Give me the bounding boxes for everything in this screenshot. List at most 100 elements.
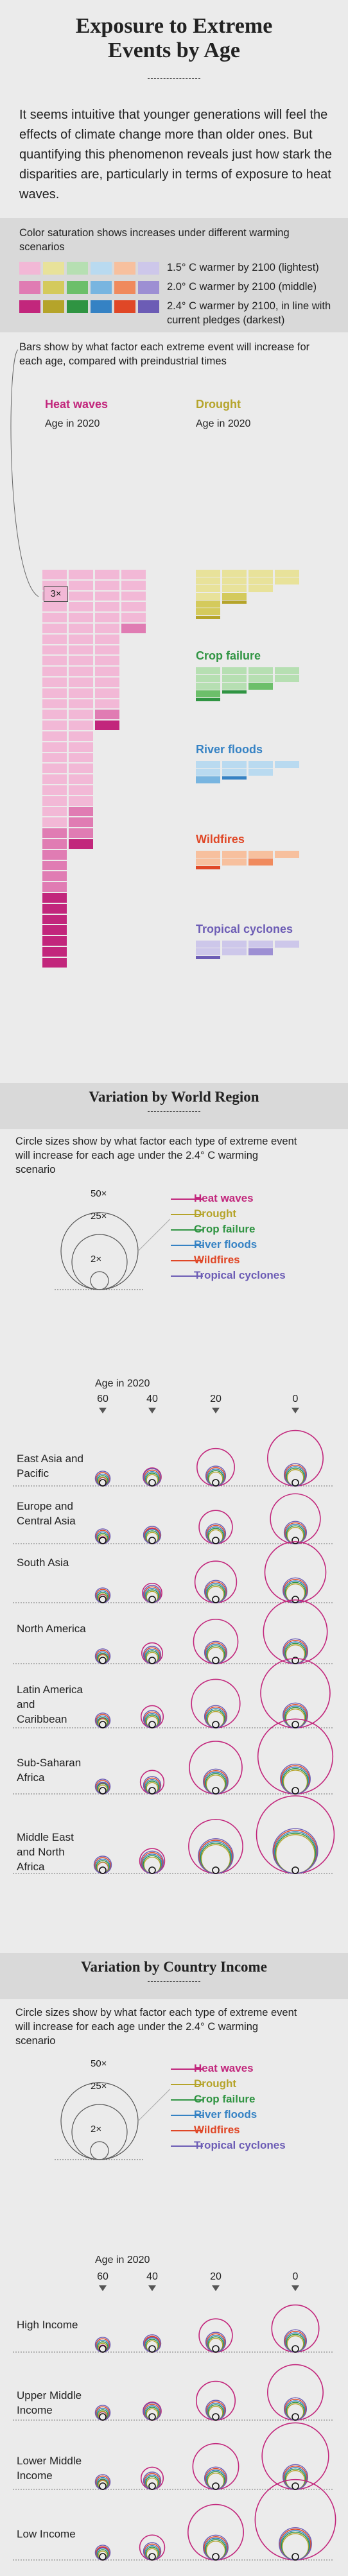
swatch-drought-2 xyxy=(43,300,64,313)
region-chart-row-label-4: Latin America and Caribbean xyxy=(17,1684,83,1725)
region-chart-heat-circle-4-3 xyxy=(260,1658,331,1728)
heat-bar-0-32 xyxy=(42,914,67,925)
heat-bar-40-2 xyxy=(95,591,119,601)
heat-bar-20-11 xyxy=(69,688,93,698)
heat-bar-0-22 xyxy=(42,806,67,817)
heat-bar-40-14 xyxy=(95,721,119,730)
income-chart-base-circle-3-1 xyxy=(148,2553,156,2561)
region-chart-row-label-6: Middle East and North Africa xyxy=(17,1831,74,1873)
heat-bar-60-1 xyxy=(121,580,146,590)
income-legend-size-circle-2 xyxy=(90,2141,109,2160)
heat-bar-0-14 xyxy=(42,721,67,730)
heat-bar-0-30 xyxy=(42,893,67,903)
region-chart-cyclone-circle-3-0 xyxy=(94,1648,111,1664)
crop-bar-40-1 xyxy=(248,675,273,682)
heat-bar-0-9 xyxy=(42,667,67,676)
heat-bar-60-5 xyxy=(121,624,146,633)
drought-bar-60-0 xyxy=(275,570,299,577)
region-chart-cyclone-circle-4-0 xyxy=(94,1712,111,1728)
swatch-drought-0 xyxy=(43,262,64,275)
heat-bar-0-26 xyxy=(42,849,67,860)
fire-bar-40-0 xyxy=(248,851,273,858)
swatch-crop-1 xyxy=(67,281,88,294)
heat-bar-0-6 xyxy=(42,634,67,644)
income-legend-size-label-1: 25× xyxy=(91,2081,107,2092)
region-chart-base-circle-4-2 xyxy=(212,1721,220,1728)
title-rule xyxy=(148,78,200,79)
flood-bar-0-0 xyxy=(196,761,220,768)
heat-bar-0-31 xyxy=(42,903,67,914)
region-chart-base-circle-0-2 xyxy=(212,1479,220,1487)
heat-bar-40-0 xyxy=(95,570,119,579)
region-legend-event-line-flood xyxy=(171,1245,203,1246)
heat-bar-20-15 xyxy=(69,731,93,741)
heat-bar-0-27 xyxy=(42,860,67,871)
heat-bar-20-10 xyxy=(69,678,93,687)
page-title-line2: Events by Age xyxy=(108,38,240,62)
drought-bar-0-0 xyxy=(196,570,220,577)
crop-bar-20-2 xyxy=(222,683,247,690)
region-chart-age-0: 0 xyxy=(292,1394,299,1404)
region-section-title: Variation by World Region xyxy=(89,1089,259,1105)
heat-bar-20-25 xyxy=(69,839,93,849)
income-chart-base-circle-1-0 xyxy=(99,2413,107,2421)
heat-bar-0-28 xyxy=(42,871,67,882)
crop-bar-0-0 xyxy=(196,667,220,674)
income-chart-age-arrow-20 xyxy=(212,2285,220,2291)
heat-bar-0-23 xyxy=(42,817,67,828)
region-chart-base-circle-1-0 xyxy=(99,1537,107,1544)
flood-bar-60-0 xyxy=(275,761,299,768)
scenario-label-1: 1.5° C warmer by 2100 (lightest) xyxy=(167,262,319,273)
drought-bar-0-5 xyxy=(196,608,220,615)
income-chart-base-circle-2-1 xyxy=(148,2482,156,2490)
income-chart-base-circle-3-2 xyxy=(212,2553,220,2561)
region-chart-base-circle-5-2 xyxy=(212,1787,220,1795)
heat-bar-60-0 xyxy=(121,570,146,579)
region-chart-heat-circle-6-2 xyxy=(188,1818,243,1874)
crop-bar-20-1 xyxy=(222,675,247,682)
heat-3x-annotation: 3× xyxy=(44,586,68,602)
heat-bar-20-4 xyxy=(69,613,93,622)
heat-bar-40-3 xyxy=(95,602,119,612)
swatch-cyclone-2 xyxy=(138,300,159,313)
income-chart-age-20: 20 xyxy=(210,2271,222,2282)
income-chart-row-label-2: Lower Middle Income xyxy=(17,2455,82,2482)
income-chart-base-circle-0-1 xyxy=(148,2345,156,2353)
crop-bar-20-3 xyxy=(222,690,247,694)
heat-bar-20-12 xyxy=(69,699,93,709)
region-legend-size-circle-2 xyxy=(90,1271,109,1290)
income-legend-event-fire: Wildfires xyxy=(194,2124,240,2136)
heat-bar-0-0 xyxy=(42,570,67,579)
cyclone-panel-title: Tropical cyclones xyxy=(196,923,293,935)
cyclone-bar-0-1 xyxy=(196,948,220,955)
cyclone-bar-20-1 xyxy=(222,948,247,955)
region-chart-base-circle-6-0 xyxy=(99,1866,107,1874)
drought-bar-20-2 xyxy=(222,585,247,592)
income-legend-event-cyclone: Tropical cyclones xyxy=(194,2139,286,2151)
fire-bar-40-1 xyxy=(248,858,273,866)
region-chart-heat-circle-5-2 xyxy=(189,1741,243,1795)
heat-bar-0-8 xyxy=(42,656,67,666)
fire-bar-60-0 xyxy=(275,851,299,858)
scenario-legend-heading: Color saturation shows increases under d… xyxy=(19,227,290,253)
heat-bar-0-10 xyxy=(42,678,67,687)
swatch-heat-0 xyxy=(19,262,40,275)
flood-bar-20-1 xyxy=(222,769,247,776)
region-chart-row-label-5: Sub-Saharan Africa xyxy=(17,1757,82,1784)
swatch-cyclone-0 xyxy=(138,262,159,275)
crop-bar-0-2 xyxy=(196,683,220,690)
region-legend-event-line-heat xyxy=(171,1198,203,1200)
region-legend-event-heat: Heat waves xyxy=(194,1192,254,1204)
income-chart-svg xyxy=(13,2304,336,2561)
drought-bar-40-1 xyxy=(248,577,273,584)
heat-bar-0-25 xyxy=(42,839,67,849)
region-legend-event-cyclone: Tropical cyclones xyxy=(194,1269,286,1281)
income-legend-event-line-flood xyxy=(171,2115,203,2116)
region-chart-base-circle-6-2 xyxy=(212,1866,220,1874)
region-chart-base-circle-5-0 xyxy=(99,1787,107,1795)
heat-bar-40-9 xyxy=(95,667,119,676)
income-legend-size-circle-0 xyxy=(60,2082,139,2160)
region-legend-event-crop: Crop failure xyxy=(194,1223,256,1235)
heat-bar-40-8 xyxy=(95,656,119,666)
heat-bar-20-22 xyxy=(69,806,93,817)
